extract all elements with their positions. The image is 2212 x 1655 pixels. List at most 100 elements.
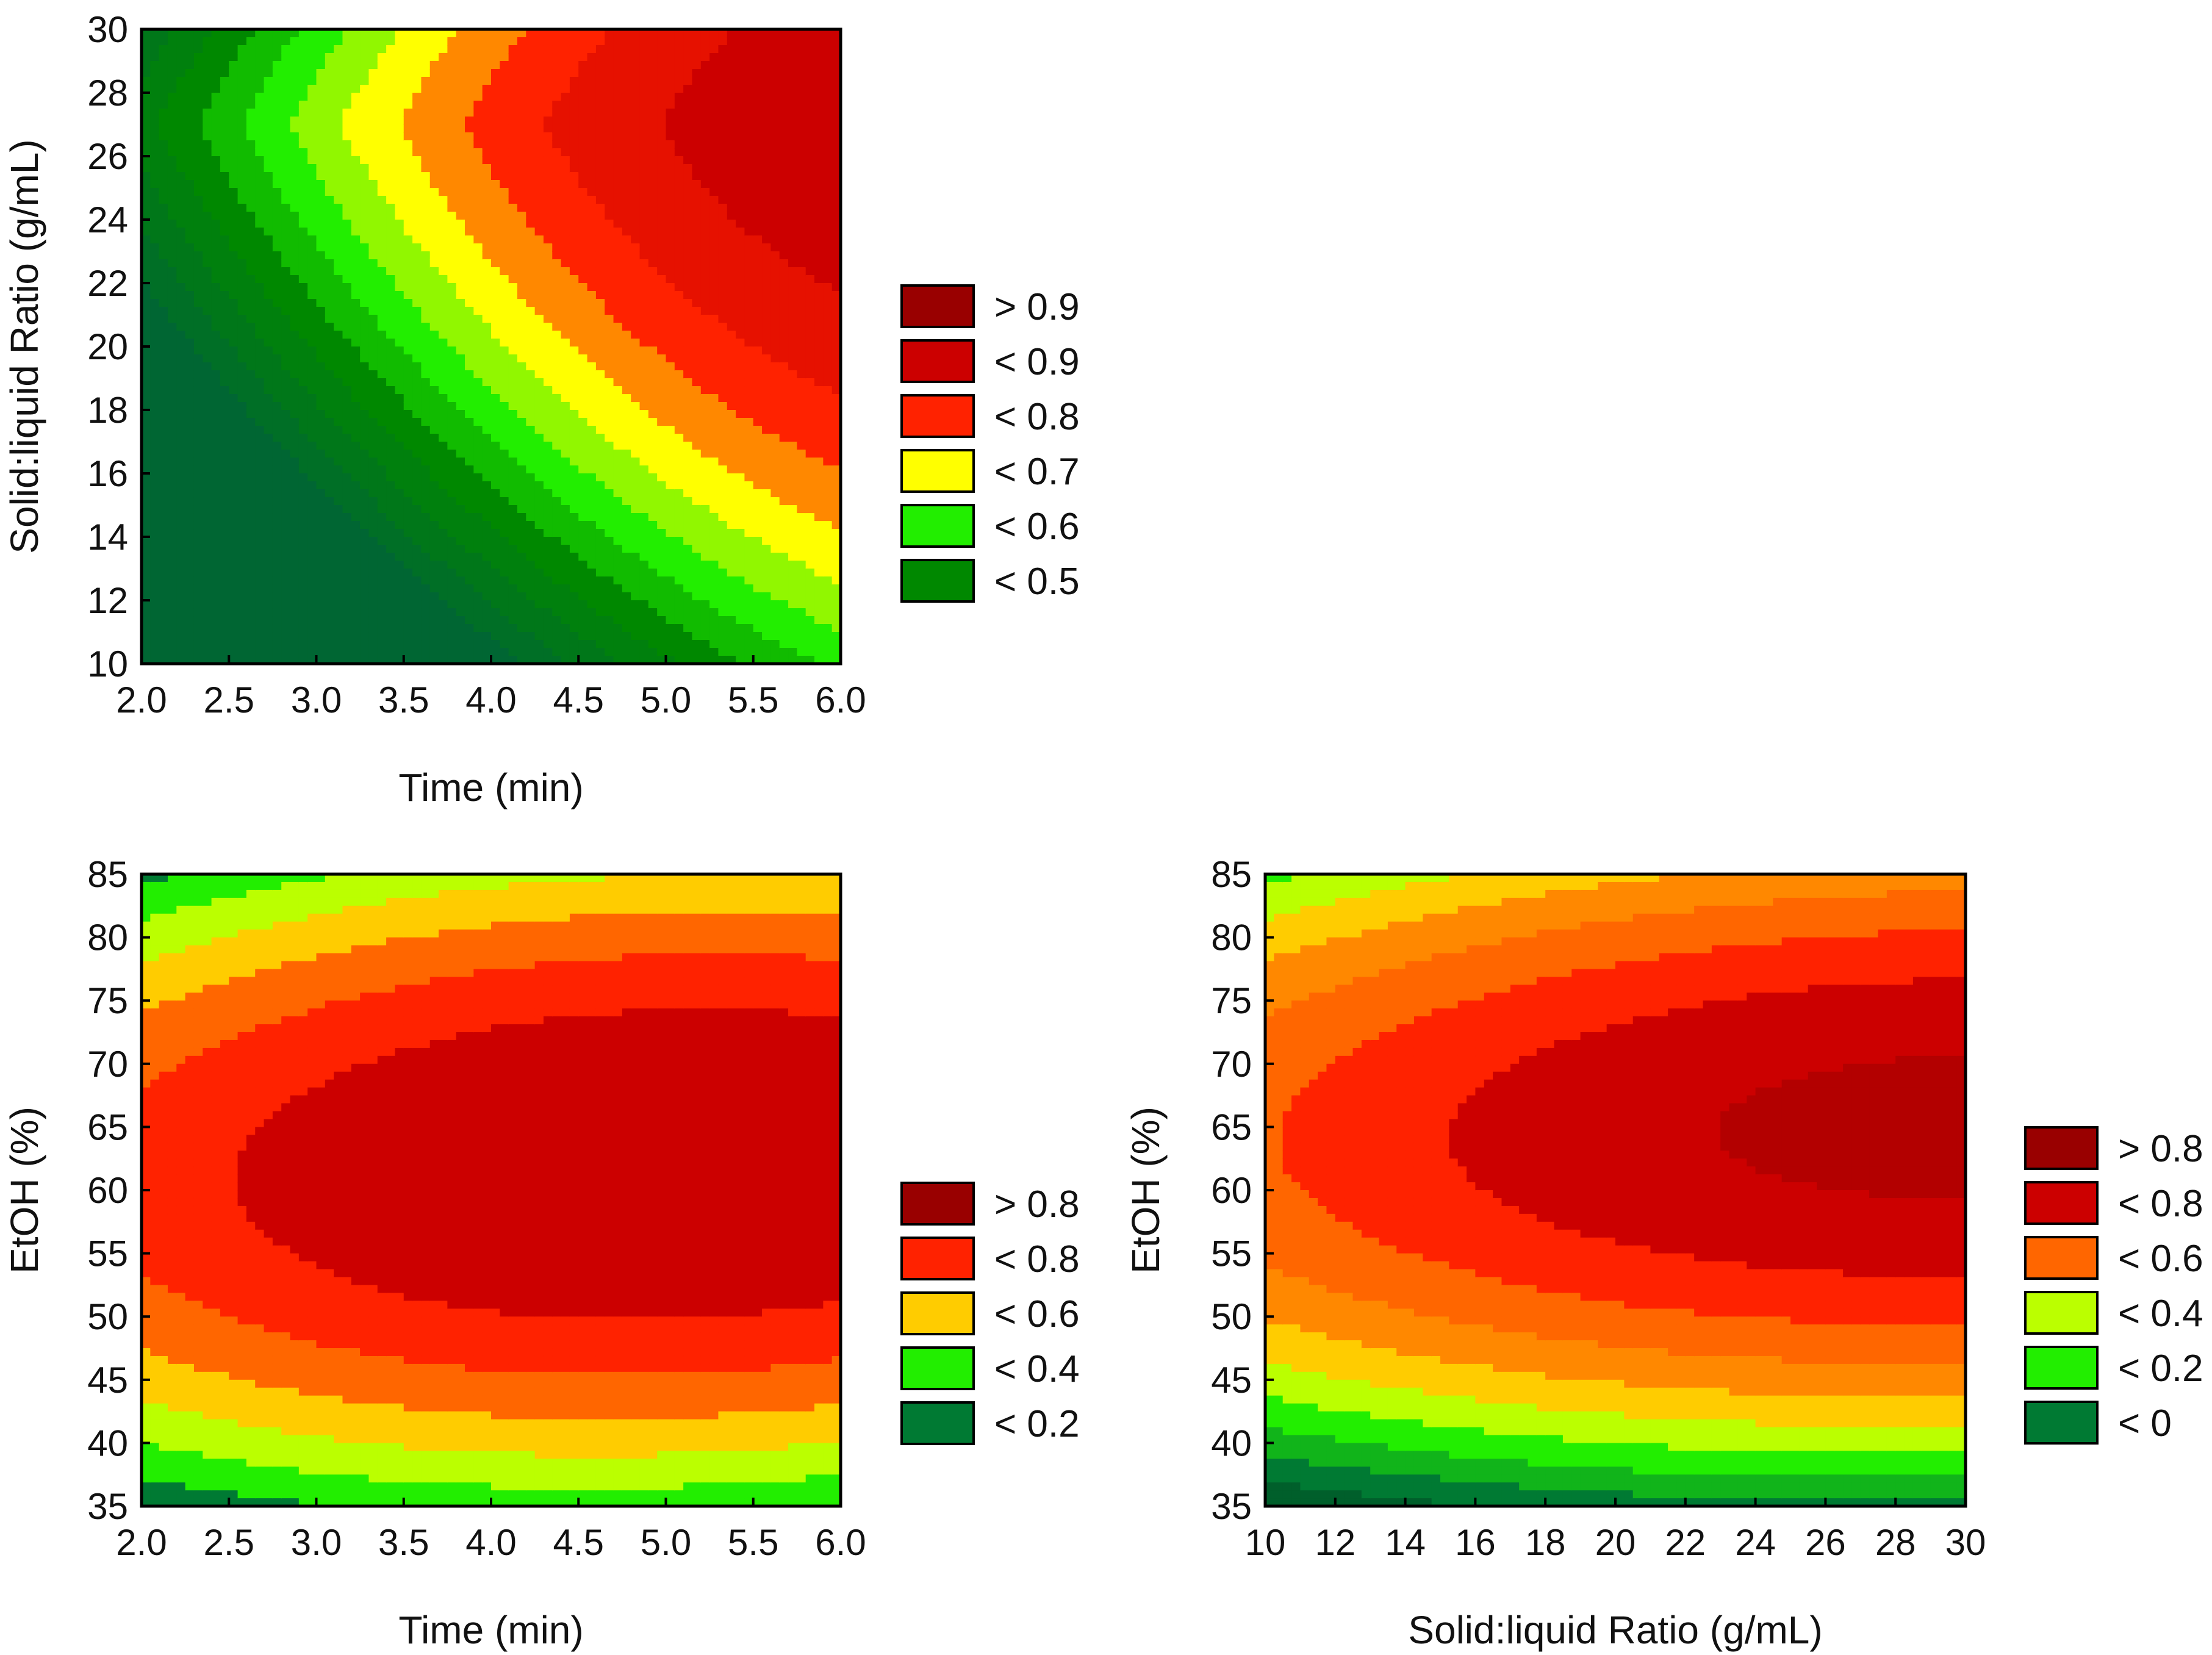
contour-cell — [342, 172, 352, 181]
contour-cell — [578, 529, 588, 537]
contour-cell — [386, 251, 396, 260]
contour-cell — [360, 394, 370, 403]
contour-cell — [491, 481, 501, 490]
contour-cell — [281, 307, 291, 315]
contour-cell — [657, 299, 667, 307]
contour-cell — [482, 283, 492, 292]
contour-cell — [526, 299, 536, 307]
contour-cell — [605, 458, 614, 466]
contour-cell — [465, 29, 475, 38]
contour-cell — [334, 259, 343, 268]
contour-cell — [429, 109, 439, 117]
contour-cell — [674, 426, 684, 434]
contour-cell — [674, 85, 684, 93]
contour-cell — [334, 339, 343, 347]
contour-cell — [639, 37, 649, 46]
contour-cell — [622, 212, 632, 220]
contour-cell — [185, 132, 195, 141]
contour-cell — [526, 346, 536, 355]
contour-cell — [526, 323, 536, 331]
contour-cell — [307, 458, 317, 466]
contour-cell — [491, 569, 501, 577]
contour-cell — [264, 61, 273, 70]
contour-cell — [290, 394, 300, 403]
contour-cell — [648, 188, 658, 196]
contour-cell — [229, 418, 239, 426]
contour-cell — [473, 228, 483, 236]
contour-cell — [622, 648, 632, 656]
contour-cell — [211, 632, 221, 641]
contour-cell — [255, 592, 265, 601]
contour-cell — [508, 307, 518, 315]
contour-cell — [334, 505, 343, 514]
contour-cell — [193, 220, 204, 228]
contour-cell — [334, 164, 343, 173]
contour-cell — [482, 592, 492, 601]
contour-cell — [613, 267, 623, 276]
contour-cell — [264, 299, 273, 307]
contour-cell — [307, 228, 317, 236]
contour-cell — [150, 458, 160, 466]
contour-cell — [552, 323, 562, 331]
contour-cell — [439, 212, 448, 220]
contour-cell — [142, 458, 151, 466]
contour-cell — [561, 212, 570, 220]
contour-cell — [176, 529, 186, 537]
contour-cell — [578, 140, 588, 149]
contour-cell — [674, 109, 684, 117]
contour-cell — [150, 93, 160, 101]
contour-cell — [447, 394, 457, 403]
contour-cell — [298, 402, 309, 411]
contour-cell — [517, 513, 527, 522]
contour-cell — [377, 553, 387, 561]
contour-cell — [639, 584, 649, 593]
contour-cell — [264, 529, 273, 537]
contour-cell — [395, 45, 404, 54]
contour-cell — [456, 354, 465, 363]
contour-cell — [421, 61, 431, 70]
contour-cell — [255, 299, 265, 307]
contour-cell — [526, 418, 536, 426]
contour-cell — [211, 394, 221, 403]
contour-cell — [447, 251, 457, 260]
contour-cell — [325, 69, 335, 77]
contour-cell — [482, 124, 492, 133]
contour-cell — [395, 172, 404, 181]
contour-cell — [465, 212, 475, 220]
contour-cell — [595, 442, 606, 450]
contour-cell — [595, 124, 606, 133]
contour-cell — [351, 132, 361, 141]
contour-cell — [342, 283, 352, 292]
contour-cell — [561, 656, 570, 664]
contour-cell — [334, 370, 343, 379]
contour-cell — [272, 156, 282, 165]
contour-cell — [237, 576, 247, 585]
contour-cell — [403, 600, 413, 609]
contour-cell — [159, 45, 168, 54]
contour-cell — [142, 402, 151, 411]
contour-cell — [587, 307, 597, 315]
contour-cell — [142, 251, 151, 260]
contour-cell — [281, 275, 291, 284]
contour-cell — [368, 315, 378, 323]
contour-cell — [290, 362, 300, 371]
contour-cell — [159, 140, 168, 149]
contour-cell — [473, 315, 483, 323]
contour-cell — [605, 53, 614, 62]
contour-cell — [421, 569, 431, 577]
contour-cell — [237, 45, 247, 54]
contour-cell — [465, 584, 475, 593]
contour-cell — [439, 196, 448, 204]
contour-cell — [491, 77, 501, 85]
contour-cell — [316, 29, 326, 38]
contour-cell — [360, 497, 370, 506]
contour-cell — [429, 354, 439, 363]
contour-cell — [342, 228, 352, 236]
contour-cell — [429, 275, 439, 284]
contour-cell — [552, 410, 562, 418]
contour-cell — [307, 418, 317, 426]
contour-cell — [578, 307, 588, 315]
contour-cell — [246, 69, 256, 77]
contour-cell — [482, 521, 492, 530]
contour-cell — [500, 600, 509, 609]
